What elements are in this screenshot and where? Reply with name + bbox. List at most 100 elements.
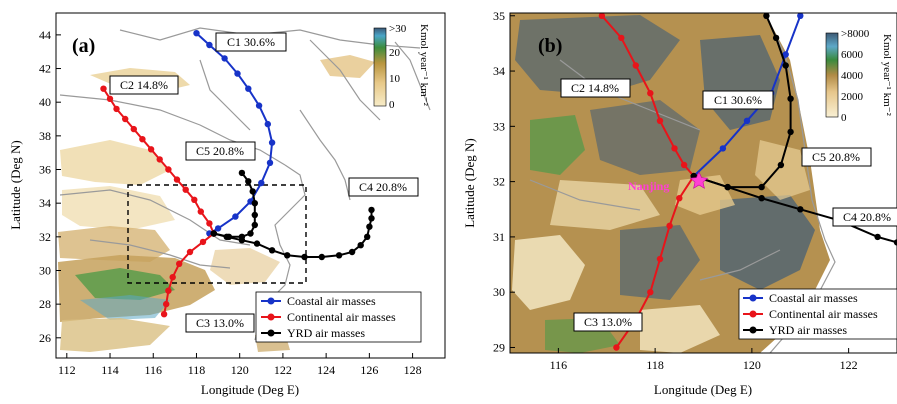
track-point-a-0-2: [221, 55, 228, 62]
track-point-b-3-5: [874, 233, 881, 241]
svg-text:C1 30.6%: C1 30.6%: [227, 35, 275, 49]
track-point-a-1-12: [197, 208, 204, 215]
colorbar-b-tick-0: >8000: [841, 28, 870, 40]
track-point-a-3-14: [368, 206, 375, 214]
x-tick-label-a-7: 126: [360, 363, 378, 377]
track-point-b-4-8: [763, 13, 770, 19]
svg-text:C3 13.0%: C3 13.0%: [196, 316, 244, 330]
y-tick-label-b-5: 34: [493, 64, 505, 78]
track-point-a-3-9: [348, 248, 356, 256]
track-point-a-0-6: [264, 120, 271, 128]
panel-label-a: (a): [72, 35, 95, 57]
track-point-a-1-1: [106, 95, 114, 103]
y-tick-label-a-3: 32: [39, 230, 51, 244]
y-tick-label-a-0: 26: [39, 331, 51, 345]
track-label-b-c1: C1 30.6%: [702, 90, 774, 110]
y-tick-label-a-6: 38: [39, 129, 51, 143]
y-tick-label-a-1: 28: [39, 297, 51, 311]
colorbar-b-tick-3: 2000: [841, 91, 864, 103]
track-point-b-4-1: [724, 183, 731, 191]
track-point-a-0-9: [258, 179, 265, 187]
axes-a: 112 114 116 118 120 122 124 126 128 26 28 30 32 34 36 3…: [39, 28, 422, 377]
nanjing-label: Nanjing: [628, 179, 669, 193]
track-label-b-c3: C3 13.0%: [573, 312, 643, 332]
track-point-a-0-5: [255, 102, 263, 109]
svg-text:C2 14.8%: C2 14.8%: [120, 78, 168, 92]
track-line-a-4: [213, 172, 256, 238]
track-point-a-4-1: [225, 233, 233, 240]
panel-a: (a) C1 30.6% C2 14.8% C5 20.8% C4 20.8% …: [8, 12, 446, 397]
y-tick-label-b-1: 30: [493, 285, 505, 299]
track-point-b-4-5: [787, 95, 794, 102]
colorbar-b-tick-2: 4000: [841, 70, 864, 82]
track-point-a-1-13: [206, 220, 213, 227]
region-box: [127, 184, 307, 284]
track-point-a-2-2: [186, 248, 194, 256]
y-axis-label-b: Latitude (Deg N): [462, 138, 477, 228]
track-point-a-0-8: [266, 159, 274, 166]
track-point-a-4-3: [247, 230, 254, 237]
track-point-a-4-0: [210, 230, 217, 237]
colorbar-b-unit: Kmol year⁻¹ km⁻²: [881, 34, 893, 116]
x-tick-label-a-0: 112: [58, 363, 76, 377]
track-point-b-1-1: [618, 34, 625, 42]
track-point-a-3-7: [318, 253, 325, 261]
track-point-b-4-4: [787, 128, 794, 136]
track-label-b-c4: C4 20.8%: [832, 207, 897, 227]
track-point-b-2-4: [647, 289, 654, 296]
nanjing-star: [689, 171, 709, 189]
panel-b: Nanjing (b) C2 14.8% C1 30.6% C5 20.8% C…: [462, 9, 897, 397]
x-tick-label-b-3: 122: [840, 358, 858, 372]
y-tick-label-b-0: 29: [493, 340, 505, 354]
track-label-c2: C2 14.8%: [109, 75, 179, 95]
track-point-a-3-10: [357, 242, 364, 249]
track-point-a-3-11: [364, 233, 371, 240]
track-point-a-4-7: [249, 188, 256, 195]
track-point-a-3-12: [366, 223, 373, 230]
legend-item-continental: Continental air masses: [261, 310, 396, 324]
track-point-b-0-4: [782, 51, 789, 58]
x-tick-label-a-4: 120: [231, 363, 249, 377]
colorbar-a-tick-3: 0: [389, 99, 395, 111]
x-tick-label-a-3: 118: [188, 363, 206, 377]
track-point-a-2-7: [160, 311, 168, 318]
y-tick-label-a-5: 36: [39, 163, 51, 177]
svg-text:YRD air masses: YRD air masses: [287, 326, 365, 340]
x-tick-label-b-2: 120: [743, 358, 761, 372]
track-point-b-2-1: [676, 195, 683, 202]
svg-text:C4 20.8%: C4 20.8%: [843, 210, 891, 224]
track-point-a-4-2: [238, 233, 246, 240]
y-tick-label-a-2: 30: [39, 263, 51, 277]
colorbar-a-tick-2: 10: [389, 73, 401, 85]
x-tick-label-a-5: 122: [274, 363, 292, 377]
track-line-a-0: [195, 32, 274, 235]
x-axis-label-b: Longitude (Deg E): [654, 382, 752, 397]
track-point-b-1-5: [671, 145, 678, 152]
track-point-a-0-3: [234, 70, 241, 77]
svg-text:Coastal air masses: Coastal air masses: [287, 294, 376, 308]
track-point-a-4-9: [238, 169, 246, 177]
legend-item-coastal: Coastal air masses: [261, 294, 376, 308]
y-tick-label-a-4: 34: [39, 196, 51, 210]
x-tick-label-a-8: 128: [404, 363, 422, 377]
track-point-b-4-6: [782, 62, 789, 69]
legend-b-item-yrd: YRD air masses: [743, 323, 847, 337]
legend-item-yrd: YRD air masses: [261, 326, 365, 340]
track-point-a-2-4: [169, 274, 176, 281]
track-point-a-1-6: [147, 146, 155, 153]
track-point-b-1-4: [656, 117, 664, 125]
track-point-a-4-8: [245, 178, 252, 185]
track-point-a-2-3: [176, 260, 183, 267]
svg-text:C5 20.8%: C5 20.8%: [812, 150, 860, 164]
y-tick-label-b-2: 31: [493, 230, 505, 244]
colorbar-b: >8000 6000 4000 2000 0 Kmol year⁻¹ km⁻²: [825, 28, 893, 124]
track-point-a-4-6: [251, 200, 258, 207]
x-tick-label-a-6: 124: [317, 363, 335, 377]
svg-text:C5 20.8%: C5 20.8%: [196, 144, 244, 158]
x-tick-label-a-2: 116: [144, 363, 162, 377]
y-tick-label-a-9: 44: [39, 28, 51, 42]
track-point-a-0-1: [206, 41, 213, 49]
x-axis-label-a: Longitude (Deg E): [201, 382, 299, 397]
track-point-a-0-7: [268, 139, 276, 146]
